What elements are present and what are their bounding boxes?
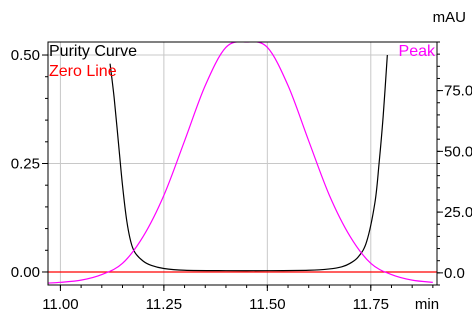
y-right-tick-label-2: 50.0 (444, 143, 472, 160)
y-right-tick-label-0: 0.0 (444, 265, 465, 282)
y-left-tick-label-0: 0.00 (11, 264, 40, 281)
y-right-tick-label-3: 75.0 (444, 83, 472, 100)
y-left-tick-label-1: 0.25 (11, 156, 40, 173)
y-right-axis-unit: mAU (433, 9, 466, 26)
x-tick-label-1: 11.25 (146, 296, 182, 313)
y-left-tick-label-2: 0.50 (11, 47, 40, 64)
y-axis-left: 0.00 0.25 0.50 (11, 47, 48, 281)
x-axis: 11.00 11.25 11.50 11.75 min (42, 285, 439, 313)
x-axis-unit: min (415, 296, 439, 313)
legend: Purity Curve Zero Line Peak (49, 43, 436, 80)
series-line-peak (48, 42, 433, 284)
y-axis-right: 0.0 25.0 50.0 75.0 mAU (433, 9, 472, 286)
series-layer (48, 42, 437, 284)
legend-purity-curve: Purity Curve (49, 43, 137, 60)
legend-zero-line: Zero Line (49, 63, 117, 80)
series-line-purity-curve (109, 54, 388, 272)
x-tick-label-2: 11.50 (249, 296, 285, 313)
x-tick-label-3: 11.75 (353, 296, 389, 313)
legend-peak: Peak (399, 43, 436, 60)
y-right-tick-label-1: 25.0 (444, 204, 472, 221)
x-tick-label-0: 11.00 (42, 296, 78, 313)
